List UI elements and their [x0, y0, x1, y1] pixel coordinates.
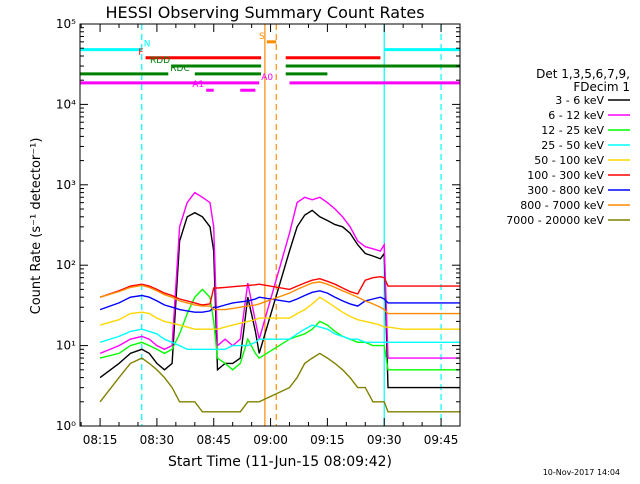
legend-label: 100 - 300 keV	[527, 169, 604, 182]
series-line	[99, 290, 460, 313]
legend-label: 25 - 50 keV	[541, 139, 604, 152]
instrument-state-label: F	[138, 48, 143, 58]
x-tick-label: 08:45	[196, 433, 231, 447]
y-tick-label: 10⁵	[56, 17, 76, 31]
x-tick-label: 09:30	[367, 433, 402, 447]
series-line	[99, 281, 460, 315]
chart-title: HESSI Observing Summary Count Rates	[105, 3, 424, 22]
series-line	[99, 296, 460, 330]
series-line	[99, 209, 460, 389]
y-tick-label: 10⁴	[56, 97, 76, 111]
instrument-state-label: S	[259, 32, 265, 42]
legend-label: 300 - 800 keV	[527, 184, 604, 197]
legend-label: 12 - 25 keV	[541, 124, 604, 137]
series-line	[99, 275, 460, 306]
y-axis-label: Count Rate (s⁻¹ detector⁻¹)	[29, 138, 44, 315]
y-tick-label: 10⁰	[56, 419, 76, 433]
legend-label: 800 - 7000 keV	[520, 199, 604, 212]
legend-label: 50 - 100 keV	[534, 154, 604, 167]
instrument-state-label: A0	[261, 73, 273, 83]
x-tick-label: 09:15	[310, 433, 345, 447]
instrument-state-label: RDC	[170, 64, 189, 74]
y-tick-label: 10³	[56, 178, 76, 192]
y-tick-label: 10²	[56, 258, 76, 272]
x-tick-label: 08:15	[83, 433, 118, 447]
series-line	[99, 191, 460, 359]
legend-title: FDecim 1	[573, 80, 630, 94]
series-line	[99, 288, 460, 371]
legend-label: 7000 - 20000 keV	[506, 214, 604, 227]
instrument-state-label: A1	[192, 80, 204, 90]
legend-label: 6 - 12 keV	[548, 109, 604, 122]
x-tick-label: 09:00	[253, 433, 288, 447]
footer-date: 10-Nov-2017 14:04	[543, 468, 620, 477]
legend-title: Det 1,3,5,6,7,9,	[536, 67, 630, 81]
legend: Det 1,3,5,6,7,9,FDecim 13 - 6 keV 6 - 12 …	[506, 67, 630, 227]
instrument-state-label: RDD	[150, 56, 170, 66]
series-line	[99, 352, 460, 413]
annotation-lines	[141, 24, 442, 426]
axes: 10⁰ 10¹ 10² 10³ 10⁴ 10⁵ 08:15 08:30 08:45 09:00 09…	[56, 17, 461, 447]
x-tick-label: 08:30	[140, 433, 175, 447]
plot-area	[79, 23, 461, 427]
legend-label: 3 - 6 keV	[555, 94, 604, 107]
x-axis-label: Start Time (11-Jun-15 08:09:42)	[168, 454, 392, 470]
series-group	[99, 191, 460, 413]
instrument-state-label: N	[144, 40, 151, 50]
x-tick-label: 09:45	[424, 433, 459, 447]
y-tick-label: 10¹	[56, 339, 76, 353]
series-line	[99, 324, 460, 350]
